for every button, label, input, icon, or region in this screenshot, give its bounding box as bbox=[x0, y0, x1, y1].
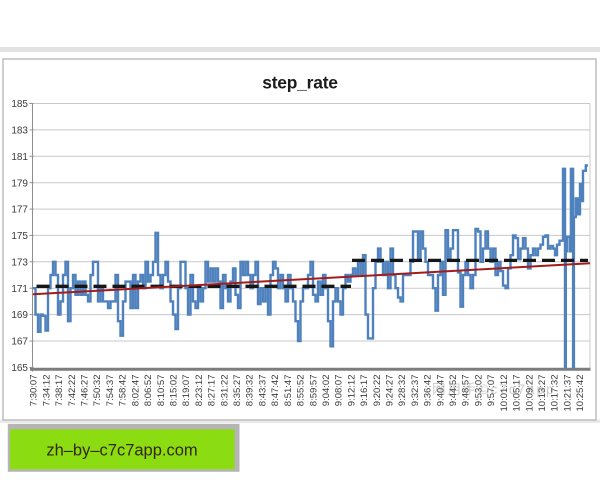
svg-text:9:36:42: 9:36:42 bbox=[423, 375, 434, 407]
svg-text:8:31:22: 8:31:22 bbox=[219, 375, 230, 407]
svg-text:10:05:17: 10:05:17 bbox=[512, 375, 523, 412]
svg-text:8:02:47: 8:02:47 bbox=[130, 375, 141, 407]
svg-text:173: 173 bbox=[11, 257, 28, 268]
svg-text:8:06:52: 8:06:52 bbox=[143, 375, 154, 407]
svg-text:9:53:02: 9:53:02 bbox=[473, 375, 484, 407]
svg-text:zh–by–c7c7app.com: zh–by–c7c7app.com bbox=[46, 442, 197, 460]
svg-text:7:42:22: 7:42:22 bbox=[67, 375, 78, 407]
svg-text:7:54:37: 7:54:37 bbox=[105, 375, 116, 407]
svg-text:9:12:12: 9:12:12 bbox=[346, 375, 357, 407]
svg-text:10:25:42: 10:25:42 bbox=[575, 375, 586, 412]
svg-text:9:48:57: 9:48:57 bbox=[461, 375, 472, 407]
svg-text:9:28:32: 9:28:32 bbox=[397, 375, 408, 407]
svg-text:9:16:17: 9:16:17 bbox=[359, 375, 370, 407]
svg-text:9:04:02: 9:04:02 bbox=[321, 375, 332, 407]
svg-text:8:35:27: 8:35:27 bbox=[232, 375, 243, 407]
svg-text:8:15:02: 8:15:02 bbox=[169, 375, 180, 407]
svg-text:7:34:12: 7:34:12 bbox=[41, 375, 52, 407]
svg-text:7:30:07: 7:30:07 bbox=[29, 375, 40, 407]
svg-text:8:27:17: 8:27:17 bbox=[207, 375, 218, 407]
svg-text:185: 185 bbox=[11, 99, 28, 110]
svg-text:171: 171 bbox=[11, 284, 28, 295]
svg-text:8:59:57: 8:59:57 bbox=[308, 375, 319, 407]
svg-text:10:01:12: 10:01:12 bbox=[499, 375, 510, 412]
svg-text:9:24:27: 9:24:27 bbox=[385, 375, 396, 407]
svg-text:7:46:27: 7:46:27 bbox=[80, 375, 91, 407]
svg-text:8:51:47: 8:51:47 bbox=[283, 375, 294, 407]
svg-text:8:55:52: 8:55:52 bbox=[296, 375, 307, 407]
svg-text:179: 179 bbox=[11, 178, 28, 189]
svg-text:7:38:17: 7:38:17 bbox=[54, 375, 65, 407]
svg-text:165: 165 bbox=[11, 363, 28, 374]
svg-text:9:40:47: 9:40:47 bbox=[435, 375, 446, 407]
svg-text:9:44:52: 9:44:52 bbox=[448, 375, 459, 407]
svg-text:10:21:37: 10:21:37 bbox=[562, 375, 573, 412]
svg-text:7:50:32: 7:50:32 bbox=[92, 375, 103, 407]
svg-text:8:39:32: 8:39:32 bbox=[245, 375, 256, 407]
svg-text:9:57:07: 9:57:07 bbox=[486, 375, 497, 407]
svg-text:9:20:22: 9:20:22 bbox=[372, 375, 383, 407]
svg-text:10:09:22: 10:09:22 bbox=[524, 375, 535, 412]
svg-text:7:58:42: 7:58:42 bbox=[118, 375, 129, 407]
svg-text:181: 181 bbox=[11, 152, 28, 163]
svg-text:8:43:37: 8:43:37 bbox=[257, 375, 268, 407]
svg-text:169: 169 bbox=[11, 310, 28, 321]
svg-text:8:47:42: 8:47:42 bbox=[270, 375, 281, 407]
svg-text:8:19:07: 8:19:07 bbox=[181, 375, 192, 407]
svg-text:183: 183 bbox=[11, 126, 28, 137]
svg-text:167: 167 bbox=[11, 337, 28, 348]
svg-text:10:17:32: 10:17:32 bbox=[550, 375, 561, 412]
svg-text:8:23:12: 8:23:12 bbox=[194, 375, 205, 407]
svg-text:9:32:37: 9:32:37 bbox=[410, 375, 421, 407]
svg-text:网用手©c7c7app: 网用手©c7c7app bbox=[432, 382, 556, 397]
svg-text:8:10:57: 8:10:57 bbox=[156, 375, 167, 407]
svg-text:step_rate: step_rate bbox=[262, 73, 338, 93]
svg-text:175: 175 bbox=[11, 231, 28, 242]
svg-text:9:08:07: 9:08:07 bbox=[334, 375, 345, 407]
svg-text:10:13:27: 10:13:27 bbox=[537, 375, 548, 412]
svg-text:177: 177 bbox=[11, 205, 28, 216]
